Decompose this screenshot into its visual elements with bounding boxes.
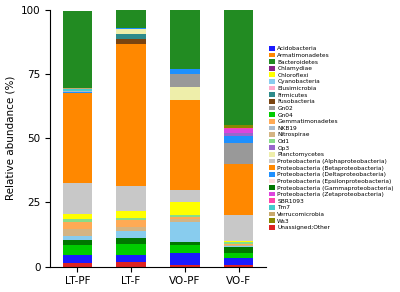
Bar [116, 218, 146, 220]
Bar [62, 93, 92, 183]
Bar [170, 242, 200, 245]
Bar [224, 125, 254, 128]
Bar [170, 217, 200, 219]
Bar [62, 236, 92, 240]
Bar [224, 135, 254, 143]
Bar [116, 39, 146, 44]
Legend: Acidobacteria, Armatimonadetes, Bacteroidetes, Chlamydiae, Chloroflexi, Cyanobac: Acidobacteria, Armatimonadetes, Bacteroi… [268, 45, 394, 231]
Bar [224, 244, 254, 245]
Bar [224, 253, 254, 258]
Bar [224, 245, 254, 246]
Bar [170, 219, 200, 222]
Bar [116, 244, 146, 255]
Bar [170, 222, 200, 242]
Bar [170, 74, 200, 87]
Bar [62, 230, 92, 236]
Bar [170, 190, 200, 202]
Bar [62, 222, 92, 230]
Bar [62, 263, 92, 267]
Bar [62, 92, 92, 93]
Bar [170, 10, 200, 69]
Bar [62, 91, 92, 92]
Y-axis label: Relative abundance (%): Relative abundance (%) [6, 76, 16, 200]
Bar [116, 262, 146, 267]
Bar [62, 89, 92, 91]
Bar [62, 255, 92, 263]
Bar [224, 265, 254, 267]
Bar [224, 128, 254, 129]
Bar [62, 88, 92, 89]
Bar [170, 265, 200, 267]
Bar [224, 129, 254, 133]
Bar [224, 133, 254, 135]
Bar [116, 34, 146, 39]
Bar [62, 219, 92, 222]
Bar [116, 255, 146, 262]
Bar [116, 186, 146, 211]
Bar [116, 220, 146, 227]
Bar [224, 246, 254, 247]
Bar [116, 29, 146, 34]
Bar [116, 227, 146, 231]
Bar [224, 247, 254, 253]
Bar [224, 258, 254, 265]
Bar [116, 27, 146, 29]
Bar [170, 100, 200, 190]
Bar [62, 245, 92, 255]
Bar [62, 240, 92, 245]
Bar [224, 7, 254, 125]
Bar [170, 253, 200, 265]
Bar [170, 245, 200, 253]
Bar [170, 87, 200, 100]
Bar [170, 215, 200, 217]
Bar [170, 202, 200, 215]
Bar [116, 10, 146, 27]
Bar [116, 231, 146, 239]
Bar [62, 11, 92, 88]
Bar [116, 211, 146, 218]
Bar [62, 183, 92, 214]
Bar [224, 143, 254, 164]
Bar [224, 215, 254, 241]
Bar [224, 242, 254, 244]
Bar [62, 214, 92, 219]
Bar [116, 239, 146, 244]
Bar [170, 69, 200, 74]
Bar [224, 241, 254, 242]
Bar [116, 44, 146, 186]
Bar [224, 164, 254, 215]
